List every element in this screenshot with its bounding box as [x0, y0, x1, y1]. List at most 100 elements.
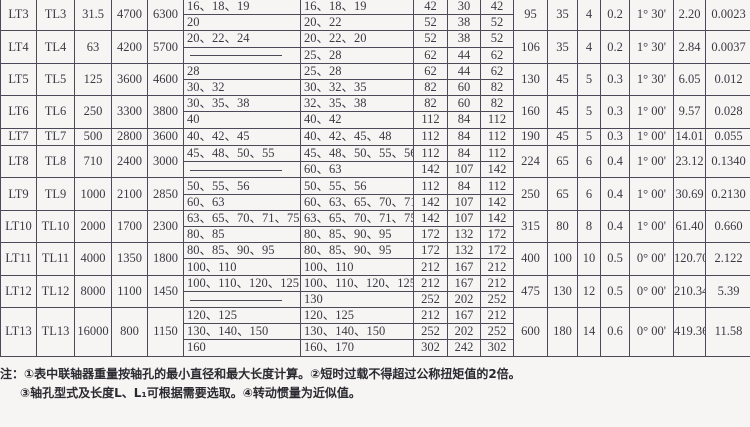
length-cell: 167 — [447, 306, 481, 325]
model-cell: LT4 — [0, 30, 37, 64]
bore-diameter-cell: 30、35、38 — [183, 95, 301, 113]
angle-cell: 1° 00' — [629, 209, 674, 244]
dash-line — [190, 299, 282, 301]
model-cell: LT3 — [0, 0, 37, 32]
D-cell: 224 — [513, 145, 548, 179]
bore-diameter-cell: 32、35、38 — [300, 95, 414, 113]
A-cell: 65 — [547, 145, 578, 179]
model-cell: LT9 — [0, 177, 37, 211]
n-cell: 5 — [577, 62, 601, 97]
D-cell: 106 — [513, 30, 548, 64]
tl-model-cell: TL4 — [36, 30, 75, 64]
n-cell: 4 — [577, 30, 601, 64]
length-cell: 252 — [480, 290, 514, 308]
length-cell: 302 — [413, 339, 448, 357]
angle-cell: 1° 30' — [629, 62, 674, 97]
length-cell: 30 — [447, 0, 481, 16]
A-cell: 180 — [547, 306, 578, 357]
speed-cell: 5700 — [147, 30, 184, 64]
torque-cell: 4000 — [74, 242, 112, 276]
A-cell: 35 — [547, 0, 578, 32]
mass-cell: 2.84 — [673, 30, 706, 64]
length-cell: 84 — [447, 177, 481, 195]
length-cell: 212 — [413, 258, 448, 276]
speed-cell: 3600 — [147, 127, 184, 147]
table-row: LT6 TL6 250 3300 3800 30、35、38 32、35、38 82 60 82 1… — [0, 95, 750, 129]
n-cell: 5 — [577, 95, 601, 129]
speed-cell: 3600 — [111, 62, 148, 97]
D-cell: 600 — [513, 306, 548, 357]
length-cell: 202 — [447, 290, 481, 308]
table-row: LT13 TL13 16000 800 1150 120、125 120、125 212 167… — [0, 306, 750, 357]
model-cell: LT5 — [0, 62, 37, 97]
length-cell: 107 — [447, 161, 481, 179]
length-cell: 107 — [447, 209, 481, 228]
length-cell: 212 — [480, 274, 514, 292]
bore-diameter-cell: 80、85、90、95 — [300, 242, 414, 260]
speed-cell: 2300 — [147, 209, 184, 244]
bore-diameter-cell: 100、110 — [183, 258, 301, 276]
s-cell: 0.4 — [600, 177, 630, 211]
length-cell: 212 — [413, 274, 448, 292]
n-cell: 14 — [577, 306, 601, 357]
bore-diameter-cell: 100、110、120、125 — [183, 274, 301, 292]
bore-diameter-cell: 63、65、70、71、75 — [183, 209, 301, 228]
length-cell: 212 — [480, 306, 514, 325]
D-cell: 315 — [513, 209, 548, 244]
dash-line — [190, 170, 282, 171]
tl-model-cell: TL10 — [36, 209, 75, 244]
table-row: LT3 TL3 31.5 4700 6300 16、18、19 16、18、19 42 30 42… — [0, 0, 750, 32]
A-cell: 45 — [547, 95, 578, 129]
mass-cell: 120.70 — [673, 242, 706, 276]
bore-diameter-cell: 130 — [300, 290, 414, 308]
speed-cell: 1700 — [111, 209, 148, 244]
table-row: LT9 TL9 1000 2100 2850 50、55、56 50、55、56 112 84 1… — [0, 177, 750, 211]
length-cell: 167 — [447, 274, 481, 292]
A-cell: 45 — [547, 127, 578, 147]
bore-diameter-cell: 160、170 — [300, 339, 414, 357]
table-row: LT5 TL5 125 3600 4600 28 25、28 62 44 62 130 45 5 0.3 1… — [0, 62, 750, 97]
inertia-cell: 2.122 — [705, 242, 750, 276]
A-cell: 45 — [547, 62, 578, 97]
bore-diameter-cell: 20、22、24 — [183, 30, 301, 48]
model-cell: LT10 — [0, 209, 37, 244]
speed-cell: 1350 — [111, 242, 148, 276]
mass-cell: 23.12 — [673, 145, 706, 179]
mass-cell: 2.20 — [673, 0, 706, 32]
table-notes: 注：①表中联轴器重量按轴孔的最小直径和最大长度计算。②短时过载不得超过公称扭矩值… — [0, 365, 521, 403]
length-cell: 302 — [480, 339, 514, 357]
n-cell: 6 — [577, 145, 601, 179]
model-cell: LT12 — [0, 274, 37, 308]
tl-model-cell: TL6 — [36, 95, 75, 129]
coupling-spec-table: LT3 TL3 31.5 4700 6300 16、18、19 16、18、19 42 30 42… — [0, 0, 750, 357]
bore-diameter-cell: 80、85、90、95 — [183, 242, 301, 260]
length-cell: 52 — [413, 30, 448, 48]
s-cell: 0.4 — [600, 145, 630, 179]
length-cell: 112 — [480, 145, 514, 163]
mass-cell: 30.69 — [673, 177, 706, 211]
angle-cell: 1° 30' — [629, 30, 674, 64]
length-cell: 112 — [480, 127, 514, 147]
bore-diameter-cell: 45、48、50、55、56 — [300, 145, 414, 163]
s-cell: 0.2 — [600, 30, 630, 64]
D-cell: 95 — [513, 0, 548, 32]
torque-cell: 31.5 — [74, 0, 112, 32]
length-cell: 212 — [480, 258, 514, 276]
mass-cell: 9.57 — [673, 95, 706, 129]
D-cell: 250 — [513, 177, 548, 211]
torque-cell: 500 — [74, 127, 112, 147]
s-cell: 0.5 — [600, 242, 630, 276]
table-row: 40 40、42 112 84 112 — [1, 111, 750, 129]
model-cell: LT13 — [0, 306, 37, 357]
table-row: 160 160、170 302 242 302 — [1, 339, 750, 357]
bore-diameter-cell: 45、48、50、55 — [183, 145, 301, 163]
mass-cell: 61.40 — [673, 209, 706, 244]
speed-cell: 1800 — [147, 242, 184, 276]
table-row: LT10 TL10 2000 1700 2300 63、65、70、71、75 63、65、… — [0, 209, 750, 244]
speed-cell: 800 — [111, 306, 148, 357]
bore-diameter-cell: 80、85、90、95 — [300, 226, 414, 244]
bore-diameter-cell: 30、32 — [183, 78, 301, 97]
model-cell: LT6 — [0, 95, 37, 129]
inertia-cell: 5.39 — [705, 274, 750, 308]
bore-diameter-cell: 60、63 — [300, 161, 414, 179]
